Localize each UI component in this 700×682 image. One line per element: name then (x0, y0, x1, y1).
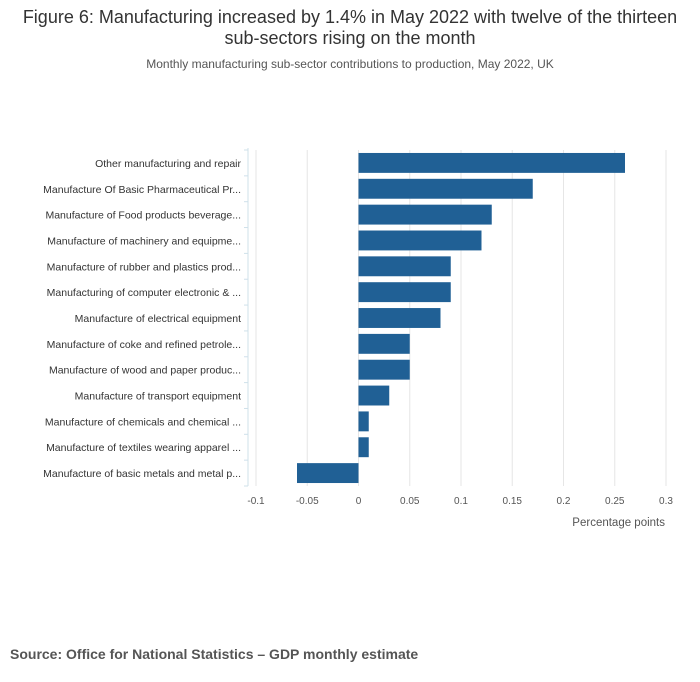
category-label: Manufacture of wood and paper produc... (49, 365, 241, 377)
source-note: Source: Office for National Statistics –… (10, 646, 419, 662)
bar-chart: Other manufacturing and repair Manufactur… (43, 148, 673, 529)
bar (358, 308, 441, 328)
x-tick-label: -0.05 (296, 496, 319, 507)
bar (358, 437, 369, 458)
x-tick-label: 0.15 (503, 496, 523, 507)
category-label: Manufacture of coke and refined petrole.… (47, 339, 241, 351)
bar (297, 463, 359, 484)
x-tick-label: 0.2 (557, 496, 571, 507)
category-label: Manufacturing of computer electronic & .… (47, 287, 241, 299)
bar (358, 359, 410, 380)
category-label: Other manufacturing and repair (95, 158, 241, 170)
x-tick-label: 0.25 (605, 496, 625, 507)
category-label: Manufacture of transport equipment (75, 391, 241, 403)
category-label: Manufacture Of Basic Pharmaceutical Pr..… (43, 184, 241, 196)
bar (358, 152, 625, 173)
category-labels: Other manufacturing and repair Manufactur… (43, 158, 241, 480)
chart-subtitle: Monthly manufacturing sub-sector contrib… (146, 57, 554, 71)
category-label: Manufacture of textiles wearing apparel … (46, 442, 241, 454)
bar (358, 178, 533, 199)
x-tick-label: 0.05 (400, 496, 420, 507)
chart-title: Figure 6: Manufacturing increased by 1.4… (22, 7, 678, 48)
category-label: Manufacture of electrical equipment (75, 313, 241, 325)
x-axis-ticks: -0.1 -0.05 0 0.05 0.1 0.15 0.2 0.25 0.3 (247, 496, 673, 507)
bar (358, 204, 492, 225)
x-tick-label: 0.3 (659, 496, 673, 507)
category-label: Manufacture of basic metals and metal p.… (43, 468, 241, 480)
bar (358, 385, 390, 406)
x-tick-label: 0.1 (454, 496, 468, 507)
bars (297, 152, 625, 484)
category-label: Manufacture of machinery and equipme... (47, 235, 241, 247)
x-tick-label: 0 (356, 496, 362, 507)
bar (358, 230, 482, 251)
category-label: Manufacture of rubber and plastics prod.… (47, 261, 241, 273)
category-label: Manufacture of chemicals and chemical ..… (45, 416, 241, 428)
x-axis-title: Percentage points (572, 517, 665, 529)
gridlines (244, 148, 667, 487)
bar (358, 333, 410, 354)
bar (358, 411, 369, 432)
x-tick-label: -0.1 (247, 496, 265, 507)
category-label: Manufacture of Food products beverage... (45, 210, 241, 222)
bar (358, 282, 451, 303)
bar (358, 256, 451, 277)
